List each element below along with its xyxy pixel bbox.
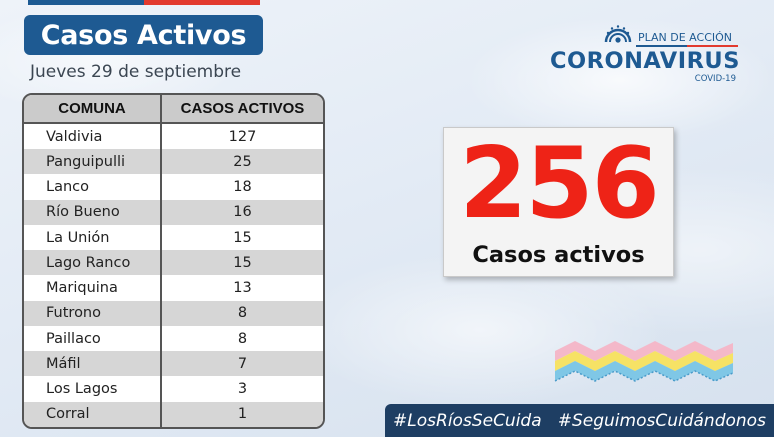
table-row: Futrono 8 — [24, 300, 323, 326]
top-flag-bar — [28, 0, 260, 5]
comuna-cell: Río Bueno — [24, 199, 161, 225]
logo-divider — [636, 45, 738, 47]
logo-plan-text: PLAN DE ACCIÓN — [638, 31, 733, 44]
cases-table: COMUNA CASOS ACTIVOS Valdivia 127 Panguipu… — [22, 93, 325, 429]
casos-cell: 16 — [160, 199, 323, 225]
casos-cell: 18 — [160, 174, 323, 200]
table-header-row: COMUNA CASOS ACTIVOS — [24, 95, 323, 124]
total-cases-card: 256 Casos activos — [443, 127, 674, 277]
total-cases-number: 256 — [459, 127, 660, 241]
casos-cell: 1 — [160, 401, 323, 427]
total-cases-label: Casos activos — [472, 242, 645, 268]
comuna-cell: Corral — [24, 401, 161, 427]
table-row: Paillaco 8 — [24, 325, 323, 352]
column-header-comuna: COMUNA — [24, 95, 162, 124]
casos-cell: 3 — [160, 376, 323, 402]
casos-cell: 25 — [160, 149, 323, 175]
table-row: Corral 1 — [24, 401, 323, 427]
logo-coronavirus-text: CORONAVIRUS — [550, 48, 740, 74]
casos-cell: 15 — [160, 224, 323, 251]
logo-covid-text: COVID-19 — [694, 74, 736, 84]
page-title: Casos Activos — [24, 15, 263, 55]
casos-cell: 127 — [160, 123, 323, 150]
table-row: Lanco 18 — [24, 174, 323, 200]
table-row: Valdivia 127 — [24, 123, 323, 150]
comuna-cell: Lago Ranco — [24, 250, 161, 276]
comuna-cell: Futrono — [24, 300, 161, 326]
casos-cell: 8 — [160, 325, 323, 352]
comuna-cell: Los Lagos — [24, 376, 161, 402]
emblem-icon — [604, 25, 632, 43]
comuna-cell: La Unión — [24, 224, 161, 251]
casos-cell: 13 — [160, 275, 323, 301]
comuna-cell: Máfil — [24, 351, 161, 377]
hashtag-banner: #LosRíosSeCuida #SeguimosCuidándonos — [385, 404, 774, 437]
table-row: Máfil 7 — [24, 351, 323, 377]
hashtag-seguimos: #SeguimosCuidándonos — [557, 410, 766, 431]
comuna-cell: Paillaco — [24, 325, 161, 352]
column-header-casos: CASOS ACTIVOS — [161, 95, 323, 124]
table-row: La Unión 15 — [24, 224, 323, 251]
comuna-cell: Valdivia — [24, 123, 161, 150]
table-row: Mariquina 13 — [24, 275, 323, 301]
comuna-cell: Mariquina — [24, 275, 161, 301]
casos-cell: 7 — [160, 351, 323, 377]
casos-cell: 15 — [160, 250, 323, 276]
table-row: Río Bueno 16 — [24, 199, 323, 225]
casos-cell: 8 — [160, 300, 323, 326]
coronavirus-plan-logo: PLAN DE ACCIÓN CORONAVIRUS COVID-19 — [548, 24, 740, 86]
comuna-cell: Panguipulli — [24, 149, 161, 175]
table-row: Panguipulli 25 — [24, 149, 323, 175]
hashtag-los-rios: #LosRíosSeCuida — [393, 410, 542, 431]
rainbow-waves-decoration — [554, 341, 734, 382]
report-date: Jueves 29 de septiembre — [30, 62, 242, 82]
table-row: Lago Ranco 15 — [24, 250, 323, 276]
comuna-cell: Lanco — [24, 174, 161, 200]
table-row: Los Lagos 3 — [24, 376, 323, 402]
